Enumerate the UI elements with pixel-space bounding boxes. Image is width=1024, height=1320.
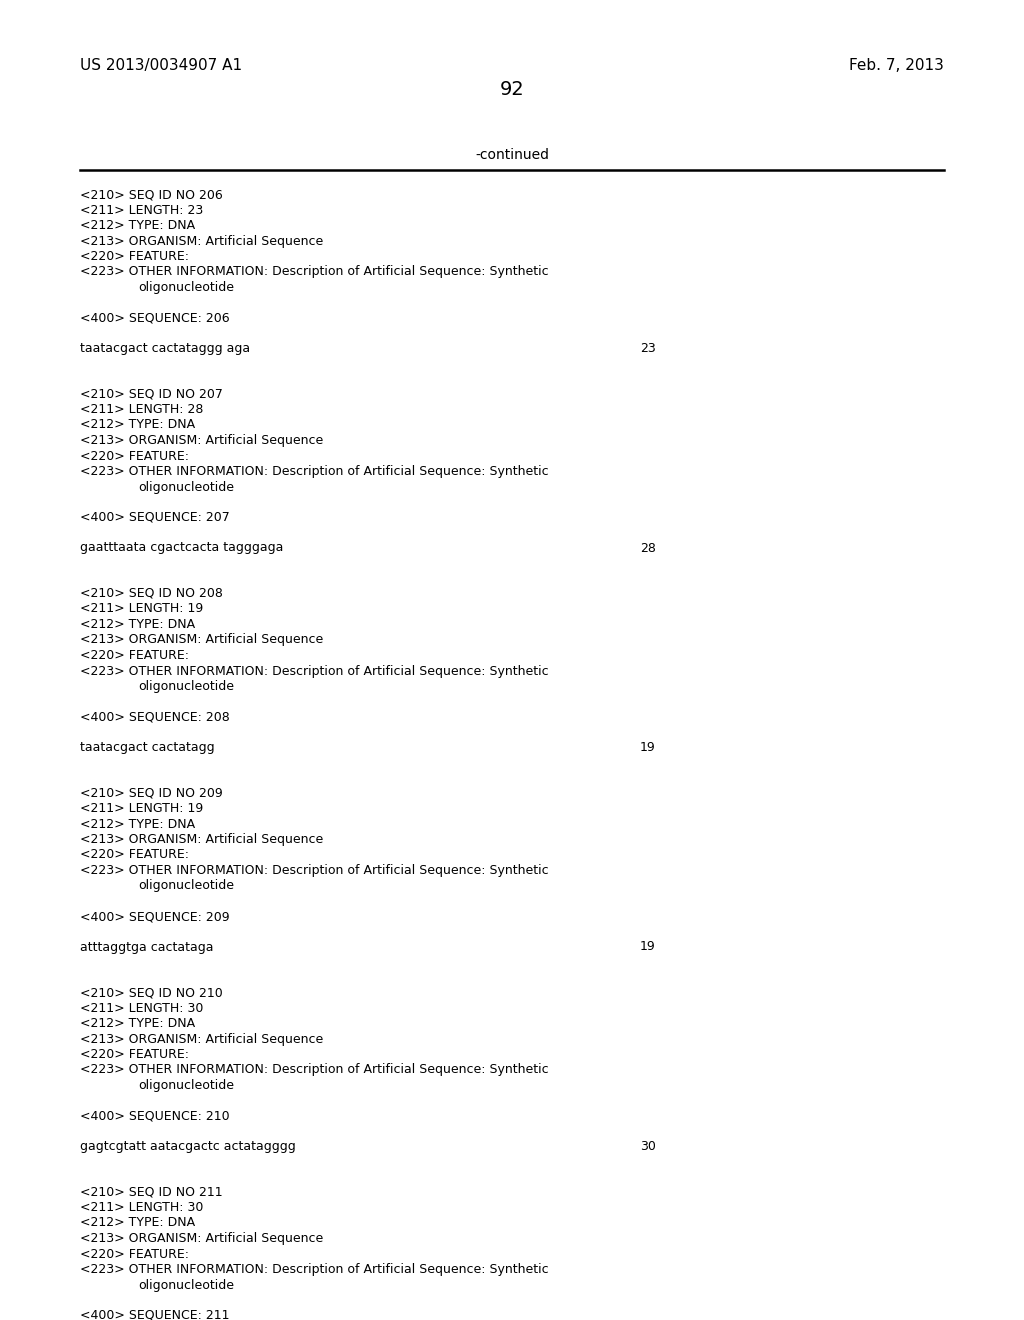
Text: US 2013/0034907 A1: US 2013/0034907 A1	[80, 58, 242, 73]
Text: <400> SEQUENCE: 207: <400> SEQUENCE: 207	[80, 511, 229, 524]
Text: <213> ORGANISM: Artificial Sequence: <213> ORGANISM: Artificial Sequence	[80, 833, 324, 846]
Text: <210> SEQ ID NO 210: <210> SEQ ID NO 210	[80, 986, 223, 999]
Text: oligonucleotide: oligonucleotide	[138, 680, 234, 693]
Text: <211> LENGTH: 30: <211> LENGTH: 30	[80, 1201, 204, 1214]
Text: <223> OTHER INFORMATION: Description of Artificial Sequence: Synthetic: <223> OTHER INFORMATION: Description of …	[80, 1064, 549, 1077]
Text: <211> LENGTH: 19: <211> LENGTH: 19	[80, 602, 203, 615]
Text: <212> TYPE: DNA: <212> TYPE: DNA	[80, 219, 196, 232]
Text: <223> OTHER INFORMATION: Description of Artificial Sequence: Synthetic: <223> OTHER INFORMATION: Description of …	[80, 865, 549, 876]
Text: gagtcgtatt aatacgactc actatagggg: gagtcgtatt aatacgactc actatagggg	[80, 1140, 296, 1152]
Text: <210> SEQ ID NO 208: <210> SEQ ID NO 208	[80, 587, 223, 601]
Text: <210> SEQ ID NO 206: <210> SEQ ID NO 206	[80, 187, 223, 201]
Text: <212> TYPE: DNA: <212> TYPE: DNA	[80, 817, 196, 830]
Text: 19: 19	[640, 940, 655, 953]
Text: <211> LENGTH: 30: <211> LENGTH: 30	[80, 1002, 204, 1015]
Text: <211> LENGTH: 23: <211> LENGTH: 23	[80, 203, 203, 216]
Text: <213> ORGANISM: Artificial Sequence: <213> ORGANISM: Artificial Sequence	[80, 434, 324, 447]
Text: <223> OTHER INFORMATION: Description of Artificial Sequence: Synthetic: <223> OTHER INFORMATION: Description of …	[80, 265, 549, 279]
Text: <220> FEATURE:: <220> FEATURE:	[80, 849, 189, 862]
Text: <223> OTHER INFORMATION: Description of Artificial Sequence: Synthetic: <223> OTHER INFORMATION: Description of …	[80, 465, 549, 478]
Text: <400> SEQUENCE: 210: <400> SEQUENCE: 210	[80, 1110, 229, 1122]
Text: <400> SEQUENCE: 206: <400> SEQUENCE: 206	[80, 312, 229, 325]
Text: <220> FEATURE:: <220> FEATURE:	[80, 649, 189, 663]
Text: <210> SEQ ID NO 211: <210> SEQ ID NO 211	[80, 1185, 222, 1199]
Text: 23: 23	[640, 342, 655, 355]
Text: gaatttaata cgactcacta tagggaga: gaatttaata cgactcacta tagggaga	[80, 541, 284, 554]
Text: <212> TYPE: DNA: <212> TYPE: DNA	[80, 418, 196, 432]
Text: atttaggtga cactataga: atttaggtga cactataga	[80, 940, 213, 953]
Text: oligonucleotide: oligonucleotide	[138, 1078, 234, 1092]
Text: <212> TYPE: DNA: <212> TYPE: DNA	[80, 1217, 196, 1229]
Text: <220> FEATURE:: <220> FEATURE:	[80, 1247, 189, 1261]
Text: 19: 19	[640, 741, 655, 754]
Text: 28: 28	[640, 541, 656, 554]
Text: <210> SEQ ID NO 207: <210> SEQ ID NO 207	[80, 388, 223, 400]
Text: 92: 92	[500, 81, 524, 99]
Text: <223> OTHER INFORMATION: Description of Artificial Sequence: Synthetic: <223> OTHER INFORMATION: Description of …	[80, 664, 549, 677]
Text: Feb. 7, 2013: Feb. 7, 2013	[849, 58, 944, 73]
Text: <400> SEQUENCE: 208: <400> SEQUENCE: 208	[80, 710, 229, 723]
Text: <220> FEATURE:: <220> FEATURE:	[80, 1048, 189, 1061]
Text: <213> ORGANISM: Artificial Sequence: <213> ORGANISM: Artificial Sequence	[80, 235, 324, 248]
Text: <213> ORGANISM: Artificial Sequence: <213> ORGANISM: Artificial Sequence	[80, 1032, 324, 1045]
Text: -continued: -continued	[475, 148, 549, 162]
Text: <223> OTHER INFORMATION: Description of Artificial Sequence: Synthetic: <223> OTHER INFORMATION: Description of …	[80, 1263, 549, 1276]
Text: <211> LENGTH: 19: <211> LENGTH: 19	[80, 803, 203, 814]
Text: taatacgact cactataggg aga: taatacgact cactataggg aga	[80, 342, 250, 355]
Text: <210> SEQ ID NO 209: <210> SEQ ID NO 209	[80, 787, 223, 800]
Text: <400> SEQUENCE: 209: <400> SEQUENCE: 209	[80, 909, 229, 923]
Text: oligonucleotide: oligonucleotide	[138, 1279, 234, 1291]
Text: oligonucleotide: oligonucleotide	[138, 879, 234, 892]
Text: <212> TYPE: DNA: <212> TYPE: DNA	[80, 1016, 196, 1030]
Text: oligonucleotide: oligonucleotide	[138, 281, 234, 294]
Text: <220> FEATURE:: <220> FEATURE:	[80, 249, 189, 263]
Text: oligonucleotide: oligonucleotide	[138, 480, 234, 494]
Text: <220> FEATURE:: <220> FEATURE:	[80, 450, 189, 462]
Text: <211> LENGTH: 28: <211> LENGTH: 28	[80, 403, 204, 416]
Text: 30: 30	[640, 1140, 656, 1152]
Text: taatacgact cactatagg: taatacgact cactatagg	[80, 741, 215, 754]
Text: <212> TYPE: DNA: <212> TYPE: DNA	[80, 618, 196, 631]
Text: <400> SEQUENCE: 211: <400> SEQUENCE: 211	[80, 1309, 229, 1320]
Text: <213> ORGANISM: Artificial Sequence: <213> ORGANISM: Artificial Sequence	[80, 634, 324, 647]
Text: <213> ORGANISM: Artificial Sequence: <213> ORGANISM: Artificial Sequence	[80, 1232, 324, 1245]
